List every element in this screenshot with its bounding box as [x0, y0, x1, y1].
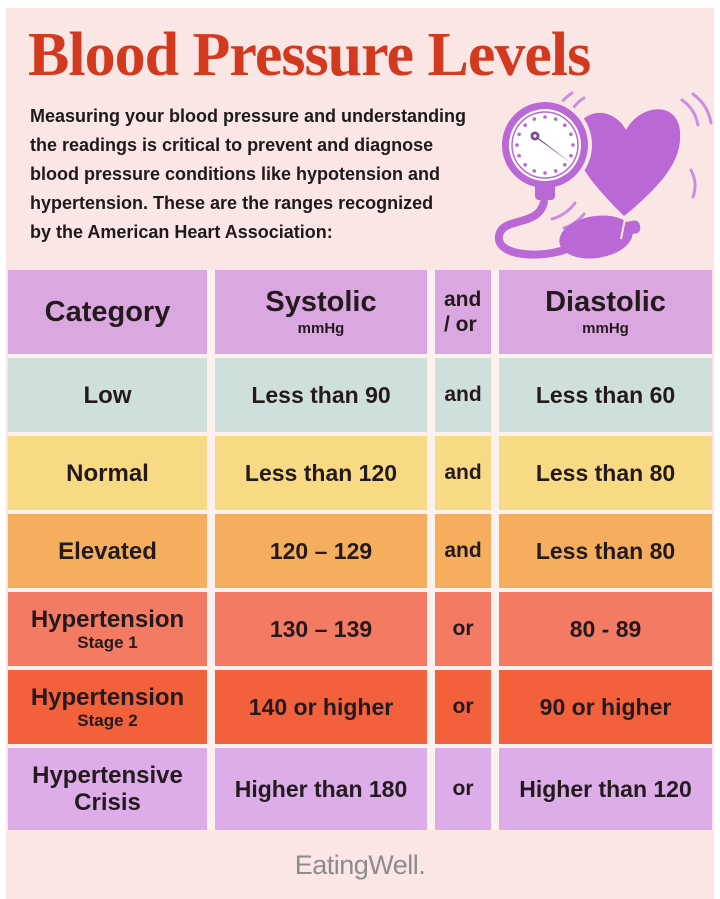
connector-value: and	[444, 461, 482, 484]
category-label: Low	[83, 381, 132, 409]
systolic-value: Higher than 180	[234, 775, 408, 802]
category-cell-low: Low	[8, 358, 207, 432]
column-header-label: Systolic	[265, 286, 377, 318]
diastolic-value: Less than 80	[535, 537, 676, 564]
heart-icon	[574, 109, 681, 216]
category-cell-hypertension-stage2: Hypertension Stage 2	[8, 670, 207, 744]
category-label: Hypertension	[30, 683, 185, 711]
intro-line: by the American Heart Association:	[30, 222, 333, 242]
systolic-value: 140 or higher	[248, 693, 394, 720]
connector-cell: and	[435, 436, 491, 510]
category-cell-normal: Normal	[8, 436, 207, 510]
connector-cell: or	[435, 670, 491, 744]
diastolic-value: Higher than 120	[519, 775, 692, 802]
systolic-value-cell: 140 or higher	[215, 670, 427, 744]
diastolic-value-cell: Less than 60	[499, 358, 712, 432]
category-label-line2: Crisis	[74, 789, 141, 816]
systolic-value: Less than 120	[244, 459, 398, 486]
connector-header-line1: and	[444, 288, 482, 311]
blood-pressure-table: Category Systolic mmHg and / or Diastoli…	[8, 270, 712, 830]
category-label: Hypertensive	[32, 762, 183, 789]
column-header-label: Category	[44, 295, 171, 328]
stage-label: Stage 2	[77, 710, 138, 730]
systolic-value-cell: 120 – 129	[215, 514, 427, 588]
intro-line: the readings is critical to prevent and …	[30, 135, 434, 155]
category-label: Hypertension	[30, 605, 185, 633]
category-cell-hypertensive-crisis: Hypertensive Crisis	[8, 748, 207, 830]
connector-value: and	[444, 383, 482, 406]
connector-header-line2: / or	[444, 313, 477, 336]
page-background: Blood Pressure Levels Measuring your blo…	[6, 8, 714, 899]
systolic-value: 120 – 129	[269, 537, 373, 564]
connector-cell: or	[435, 592, 491, 666]
diastolic-value: 80 - 89	[569, 615, 642, 642]
motion-lines-icon	[550, 91, 713, 230]
connector-cell: and	[435, 514, 491, 588]
header-cell-category: Category	[8, 270, 207, 354]
intro-text: Measuring your blood pressure and unders…	[30, 102, 466, 247]
diastolic-value: Less than 60	[535, 381, 676, 408]
systolic-value: Less than 90	[251, 381, 391, 408]
diastolic-value: 90 or higher	[539, 693, 672, 720]
connector-value: or	[452, 617, 474, 640]
header-cell-systolic: Systolic mmHg	[215, 270, 427, 354]
diastolic-value: Less than 80	[535, 459, 676, 486]
blood-pressure-illustration	[478, 90, 714, 266]
page-title: Blood Pressure Levels	[28, 21, 591, 89]
pump-bulb-icon	[494, 198, 641, 259]
intro-line: hypertension. These are the ranges recog…	[30, 193, 434, 213]
category-label: Normal	[66, 459, 149, 487]
connector-cell: and	[435, 358, 491, 432]
stage-label: Stage 1	[77, 632, 138, 652]
connector-value: and	[444, 539, 482, 562]
eatingwell-logo: EatingWell.	[294, 850, 426, 880]
connector-cell: or	[435, 748, 491, 830]
diastolic-value-cell: Higher than 120	[499, 748, 712, 830]
intro-line: blood pressure conditions like hypotensi…	[30, 164, 441, 184]
intro-line: Measuring your blood pressure and unders…	[30, 106, 467, 126]
column-header-unit: mmHg	[297, 320, 345, 337]
diastolic-value-cell: Less than 80	[499, 514, 712, 588]
diastolic-value-cell: Less than 80	[499, 436, 712, 510]
systolic-value-cell: Less than 120	[215, 436, 427, 510]
gauge-needle-icon	[530, 131, 571, 163]
header-cell-diastolic: Diastolic mmHg	[499, 270, 712, 354]
systolic-value: 130 – 139	[269, 615, 373, 642]
diastolic-value-cell: 80 - 89	[499, 592, 712, 666]
column-header-label: Diastolic	[545, 286, 666, 318]
systolic-value-cell: Higher than 180	[215, 748, 427, 830]
connector-value: or	[452, 695, 474, 718]
column-header-unit: mmHg	[582, 320, 629, 337]
connector-value: or	[452, 777, 474, 800]
systolic-value-cell: Less than 90	[215, 358, 427, 432]
diastolic-value-cell: 90 or higher	[499, 670, 712, 744]
category-cell-hypertension-stage1: Hypertension Stage 1	[8, 592, 207, 666]
category-cell-elevated: Elevated	[8, 514, 207, 588]
systolic-value-cell: 130 – 139	[215, 592, 427, 666]
header-cell-connector: and / or	[435, 270, 491, 354]
category-label: Elevated	[58, 537, 157, 565]
pressure-gauge-icon	[498, 98, 592, 200]
